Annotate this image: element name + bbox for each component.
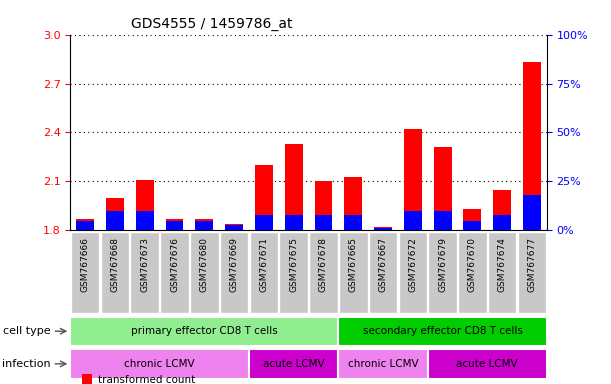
Bar [106,211,124,230]
Bar [315,181,332,230]
FancyBboxPatch shape [368,232,397,313]
Bar [345,215,362,230]
Text: primary effector CD8 T cells: primary effector CD8 T cells [131,326,277,336]
Bar [463,220,481,230]
Bar [76,220,94,230]
Bar [166,220,183,230]
Text: GSM767668: GSM767668 [111,237,119,292]
Bar [136,180,154,230]
Bar [76,219,94,230]
Text: GSM767667: GSM767667 [379,237,387,292]
Bar [255,165,273,230]
Text: GSM767665: GSM767665 [349,237,357,292]
Text: secondary effector CD8 T cells: secondary effector CD8 T cells [363,326,522,336]
Text: GDS4555 / 1459786_at: GDS4555 / 1459786_at [131,17,293,31]
Text: GSM767666: GSM767666 [81,237,90,292]
FancyBboxPatch shape [70,316,338,346]
FancyBboxPatch shape [220,232,249,313]
Bar [463,209,481,230]
Text: GSM767676: GSM767676 [170,237,179,292]
Bar [196,220,213,230]
Text: GSM767673: GSM767673 [141,237,149,292]
FancyBboxPatch shape [160,232,189,313]
FancyBboxPatch shape [518,232,546,313]
FancyBboxPatch shape [249,232,278,313]
FancyBboxPatch shape [338,349,428,379]
Text: GSM767678: GSM767678 [319,237,328,292]
Text: infection: infection [2,359,51,369]
Text: GSM767675: GSM767675 [289,237,298,292]
Text: chronic LCMV: chronic LCMV [124,359,195,369]
Bar [404,129,422,230]
FancyBboxPatch shape [71,232,100,313]
FancyBboxPatch shape [190,232,219,313]
Text: GSM767669: GSM767669 [230,237,238,292]
FancyBboxPatch shape [309,232,338,313]
Bar [315,215,332,230]
Text: acute LCMV: acute LCMV [263,359,324,369]
Text: GSM767680: GSM767680 [200,237,209,292]
Text: GSM767679: GSM767679 [438,237,447,292]
FancyBboxPatch shape [428,349,547,379]
FancyBboxPatch shape [249,349,338,379]
Text: cell type: cell type [3,326,51,336]
Text: GSM767674: GSM767674 [498,237,507,292]
Text: GSM767671: GSM767671 [260,237,268,292]
Text: acute LCMV: acute LCMV [456,359,518,369]
FancyBboxPatch shape [70,349,249,379]
Bar [374,228,392,230]
Bar [404,211,422,230]
Bar [285,215,302,230]
FancyBboxPatch shape [101,232,130,313]
Bar [255,215,273,230]
Bar [434,147,452,230]
Bar [493,190,511,230]
Bar [434,211,452,230]
Bar [285,144,302,230]
Bar [523,62,541,230]
Text: chronic LCMV: chronic LCMV [348,359,419,369]
Text: GSM767670: GSM767670 [468,237,477,292]
Text: transformed count: transformed count [98,375,195,384]
Bar [106,198,124,230]
FancyBboxPatch shape [488,232,516,313]
Text: GSM767672: GSM767672 [408,237,417,292]
FancyBboxPatch shape [398,232,427,313]
Bar [345,177,362,230]
FancyBboxPatch shape [339,232,368,313]
Bar [196,219,213,230]
Bar [136,211,154,230]
FancyBboxPatch shape [130,232,159,313]
Bar [374,227,392,230]
Bar [166,219,183,230]
Bar [493,215,511,230]
FancyBboxPatch shape [279,232,308,313]
Bar [225,224,243,230]
Bar [225,225,243,230]
FancyBboxPatch shape [428,232,457,313]
Text: GSM767677: GSM767677 [527,237,536,292]
FancyBboxPatch shape [458,232,487,313]
FancyBboxPatch shape [338,316,547,346]
Bar [523,195,541,230]
